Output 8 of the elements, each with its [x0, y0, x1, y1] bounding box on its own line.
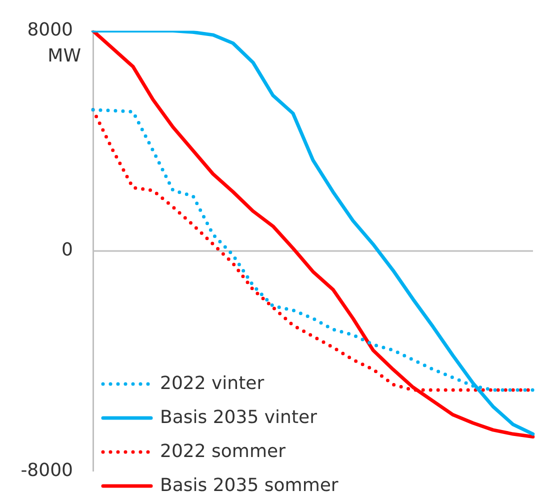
legend-label: 2022 vinter	[160, 372, 264, 396]
legend-label: Basis 2035 sommer	[160, 474, 338, 498]
y-tick-label: -8000	[20, 460, 73, 481]
y-tick-label: 8000	[27, 19, 73, 40]
legend-label: 2022 sommer	[160, 440, 286, 464]
y-tick-label: 0	[62, 240, 73, 261]
legend-label: Basis 2035 vinter	[160, 406, 317, 430]
y-axis-title: MW	[48, 45, 82, 66]
